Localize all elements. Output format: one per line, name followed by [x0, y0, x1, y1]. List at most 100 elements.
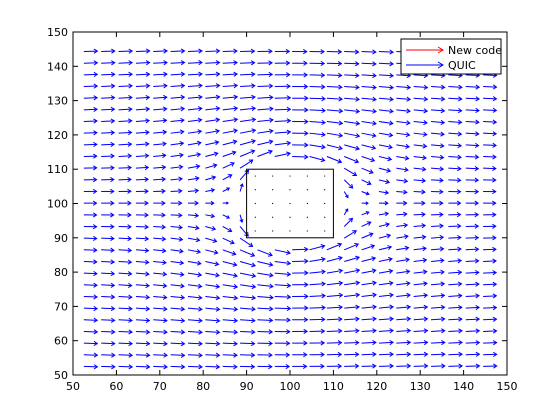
quic-arrow-shaft — [483, 318, 497, 321]
vector-arrow — [257, 364, 273, 370]
vector-arrow — [274, 317, 291, 323]
vector-arrow — [483, 165, 497, 172]
quic-arrow-head — [304, 119, 309, 125]
vector-arrow — [222, 318, 239, 324]
vector-arrow — [378, 211, 390, 217]
vector-arrow — [83, 71, 99, 78]
quic-arrow-head — [268, 352, 273, 358]
y-tick-label: 100 — [47, 198, 68, 211]
quic-arrow-shaft — [309, 109, 326, 112]
quic-arrow-head — [406, 120, 411, 126]
quic-arrow-shaft — [187, 130, 202, 134]
quic-arrow-head — [145, 106, 151, 112]
vector-arrow — [83, 364, 99, 370]
vector-arrow — [118, 294, 133, 300]
vector-arrow — [239, 128, 257, 134]
quic-arrow-head — [422, 257, 428, 263]
vector-arrow — [465, 119, 480, 125]
vector-arrow — [448, 316, 463, 322]
quic-arrow-head — [286, 118, 292, 124]
quic-arrow-head — [423, 292, 429, 299]
quic-arrow-head — [439, 177, 444, 183]
vector-arrow — [101, 247, 115, 253]
vector-arrow — [170, 236, 184, 242]
quic-arrow-shaft — [239, 249, 255, 257]
quic-arrow-shaft — [187, 84, 202, 88]
vector-arrow — [153, 83, 168, 89]
quic-arrow-head — [492, 340, 498, 346]
vector-arrow — [222, 161, 235, 169]
quic-arrow-head — [180, 306, 186, 312]
vector-arrow — [205, 341, 221, 347]
obstacle-grid-dot — [289, 189, 291, 191]
quic-arrow-head — [389, 316, 395, 322]
quic-arrow-head — [161, 200, 166, 206]
quic-arrow-shaft — [292, 248, 308, 251]
vector-arrow — [483, 200, 497, 206]
quic-arrow-head — [161, 164, 167, 170]
quic-arrow-head — [215, 60, 221, 66]
vector-arrow — [170, 117, 185, 123]
quic-arrow-head — [93, 317, 99, 323]
quic-arrow-shaft — [413, 144, 427, 147]
quic-arrow-head — [337, 328, 343, 334]
vector-arrow — [118, 130, 133, 136]
vector-arrow — [431, 200, 444, 206]
vector-arrow — [344, 61, 360, 67]
vector-arrow — [309, 131, 326, 138]
vector-arrow — [465, 223, 480, 229]
quic-arrow-head — [492, 293, 498, 299]
quic-arrow-head — [180, 117, 185, 123]
quic-arrow-head — [127, 259, 133, 265]
quic-arrow-head — [474, 189, 480, 195]
vector-arrow — [309, 316, 326, 322]
quic-arrow-shaft — [187, 342, 203, 345]
quic-arrow-head — [372, 84, 377, 90]
vector-arrow — [222, 71, 239, 77]
vector-arrow — [274, 282, 292, 289]
quic-arrow-head — [304, 130, 309, 136]
quic-arrow-shaft — [101, 143, 115, 146]
vector-arrow — [483, 305, 498, 311]
vector-arrow — [465, 246, 480, 252]
vector-arrow — [187, 106, 203, 112]
quic-arrow-head — [474, 154, 480, 160]
quic-arrow-head — [492, 96, 498, 102]
vector-arrow — [378, 120, 394, 126]
quic-arrow-head — [337, 49, 343, 55]
vector-arrow — [465, 269, 480, 276]
vector-arrow — [413, 339, 429, 346]
vector-arrow — [448, 107, 463, 114]
vector-arrow — [257, 272, 274, 278]
quic-arrow-shaft — [326, 132, 343, 137]
quic-arrow-head — [337, 158, 343, 164]
vector-arrow — [378, 84, 395, 90]
vector-arrow — [448, 177, 462, 183]
quic-arrow-shaft — [257, 119, 273, 123]
vector-arrow — [431, 154, 445, 160]
quic-arrow-head — [388, 144, 393, 150]
vector-arrow — [153, 60, 168, 66]
vector-arrow — [101, 106, 116, 112]
vector-arrow — [170, 48, 186, 54]
vector-arrow — [222, 174, 233, 181]
vector-arrow — [344, 144, 361, 151]
quic-arrow-shaft — [187, 107, 202, 111]
vector-arrow — [83, 118, 98, 124]
quic-arrow-shaft — [361, 97, 377, 101]
quic-arrow-shaft — [222, 107, 238, 111]
quic-arrow-head — [268, 83, 274, 89]
quic-arrow-shaft — [170, 108, 185, 111]
vector-arrow — [396, 143, 411, 149]
quic-arrow-shaft — [153, 154, 166, 158]
vector-arrow — [274, 48, 291, 54]
vector-arrow — [344, 132, 361, 139]
quic-arrow-head — [337, 72, 343, 78]
quic-arrow-head — [195, 164, 201, 170]
obstacle-grid-dot — [272, 230, 274, 232]
quic-arrow-shaft — [101, 85, 115, 88]
vector-arrow — [170, 306, 186, 312]
vector-arrow — [378, 256, 393, 262]
quic-arrow-head — [179, 260, 185, 266]
quic-arrow-head — [198, 48, 203, 54]
